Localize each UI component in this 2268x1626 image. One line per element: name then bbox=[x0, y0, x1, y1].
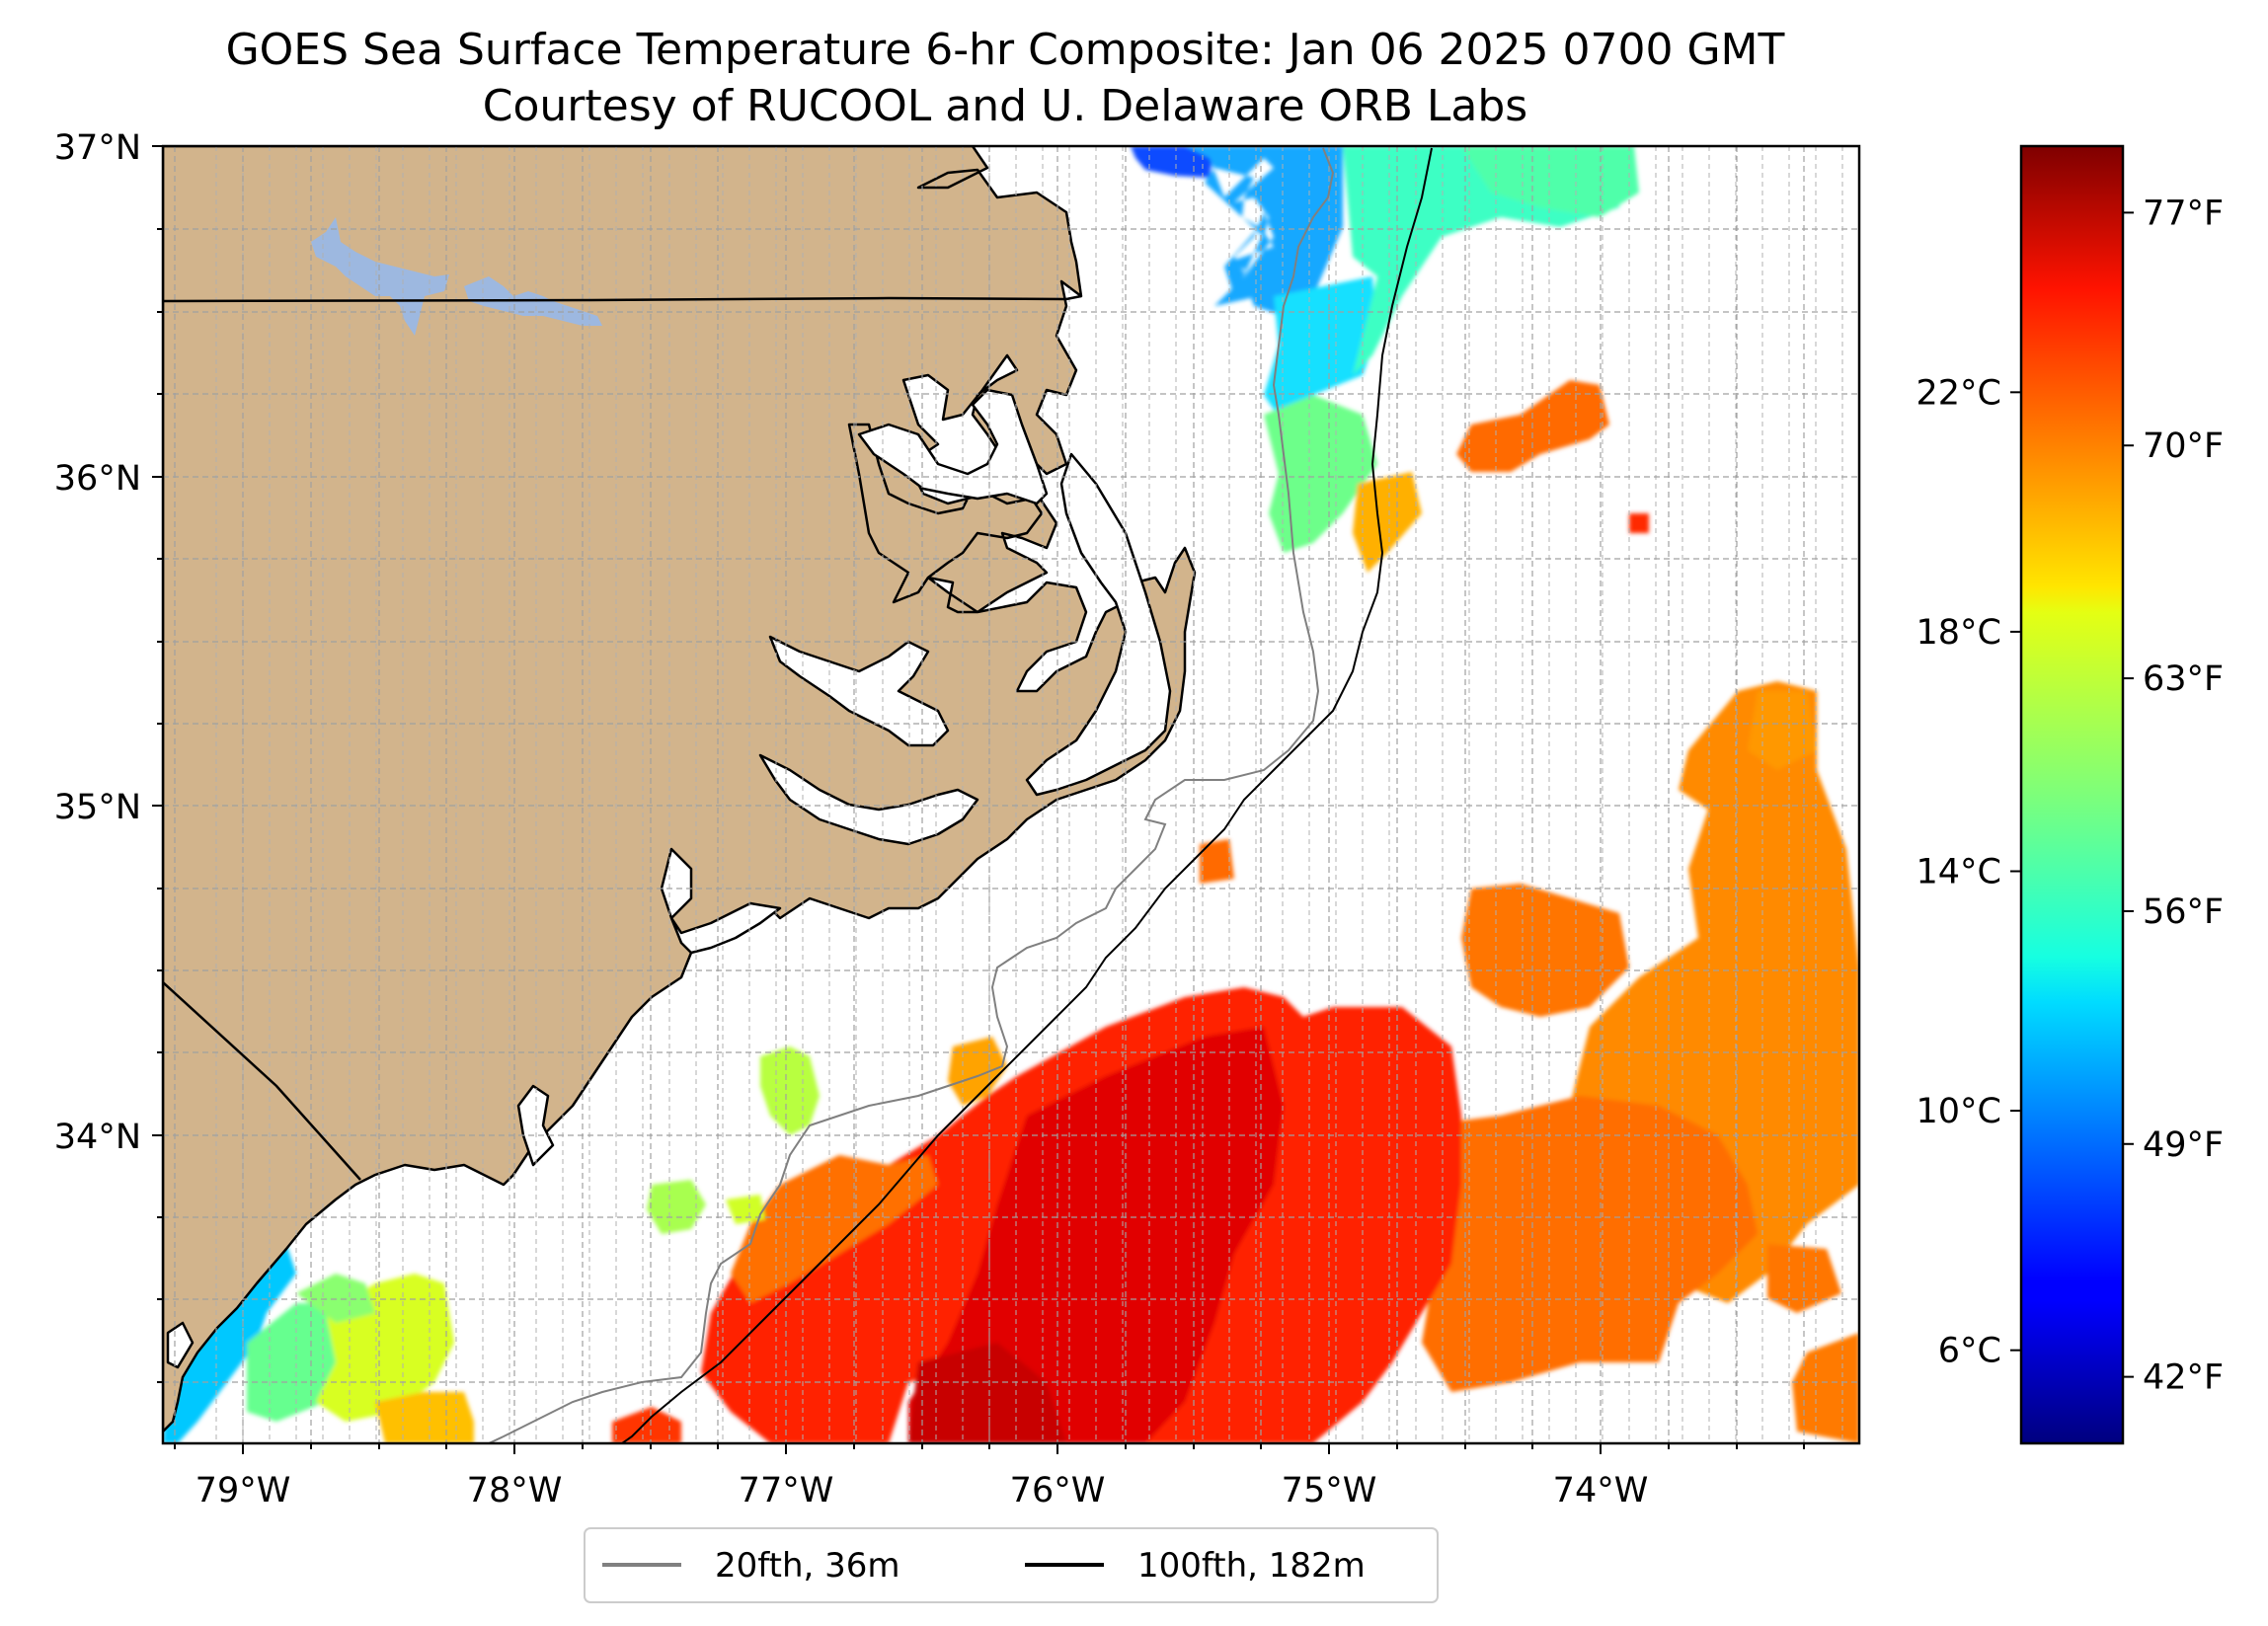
colorbar-c-label-18: 18°C bbox=[1916, 613, 2001, 653]
state-borders bbox=[163, 294, 1082, 1181]
sst-patch-green bbox=[1264, 395, 1377, 553]
map-panel bbox=[161, 144, 1861, 1445]
legend-label-36m: 20fth, 36m bbox=[715, 1546, 900, 1586]
sst-patch-warm-far-east bbox=[1748, 691, 1817, 770]
colorbar-f-label-49: 49°F bbox=[2143, 1125, 2224, 1165]
sst-patch-orange-ring bbox=[1461, 884, 1629, 1017]
colorbar-c-label-10: 10°C bbox=[1916, 1092, 2001, 1131]
neuse-river bbox=[758, 753, 979, 846]
chart-title-line1: GOES Sea Surface Temperature 6-hr Compos… bbox=[226, 25, 1785, 75]
map-frame bbox=[161, 144, 1861, 1445]
colorbar-f-label-42: 42°F bbox=[2143, 1358, 2224, 1398]
lat-axis bbox=[152, 145, 163, 1383]
sst-patch-seafoam bbox=[1461, 146, 1639, 217]
sst-patch-orange-central bbox=[1422, 1096, 1758, 1392]
lon-tick-78: 78°W bbox=[467, 1471, 563, 1510]
colorbar-c-label-22: 22°C bbox=[1916, 373, 2001, 413]
lon-axis bbox=[174, 1443, 1805, 1454]
sst-patch-cyan-north bbox=[1185, 146, 1343, 316]
sst-patch-orange-se-2 bbox=[1767, 1244, 1841, 1313]
sst-patch-cyan-mid bbox=[1264, 276, 1377, 425]
lat-tick-37: 37°N bbox=[54, 128, 141, 168]
lat-tick-35: 35°N bbox=[54, 788, 141, 827]
legend-label-182m: 100fth, 182m bbox=[1137, 1546, 1366, 1586]
va-nc-border bbox=[163, 294, 1082, 303]
lon-tick-77: 77°W bbox=[739, 1471, 834, 1510]
sst-patch-darkred-south bbox=[908, 1343, 1066, 1443]
colorbar: 77°F 70°F 63°F 56°F 49°F 42°F 22°C 18°C 14°C 10°C… bbox=[1916, 144, 2224, 1445]
colorbar-f-label-63: 63°F bbox=[2143, 659, 2224, 699]
isobath-36m bbox=[488, 147, 1335, 1443]
lon-tick-79: 79°W bbox=[196, 1471, 291, 1510]
colorbar-c-label-14: 14°C bbox=[1916, 852, 2001, 891]
far-south-inlet bbox=[166, 1321, 195, 1369]
albemarle-sound bbox=[857, 388, 1049, 505]
sst-patch-yellowgreen-2 bbox=[647, 1180, 706, 1234]
sst-patch-orange-small-2 bbox=[1200, 839, 1234, 884]
sst-patch-orange-south bbox=[375, 1392, 474, 1443]
sst-patch-greenyellow-south bbox=[296, 1274, 375, 1323]
sst-patch-yellow-small bbox=[1353, 472, 1422, 573]
lat-tick-34: 34°N bbox=[54, 1118, 141, 1157]
pamlico-river bbox=[768, 635, 950, 747]
pamlico-sound bbox=[1025, 452, 1172, 797]
sounds bbox=[166, 388, 1172, 1369]
lon-tick-75: 75°W bbox=[1282, 1471, 1377, 1510]
chart-title-line2: Courtesy of RUCOOL and U. Delaware ORB L… bbox=[483, 81, 1527, 131]
gridlines bbox=[215, 146, 1843, 1443]
land-mass bbox=[163, 146, 1197, 1433]
lon-tick-76: 76°W bbox=[1010, 1471, 1106, 1510]
sst-layer bbox=[163, 146, 1859, 1443]
colorbar-f-label-77: 77°F bbox=[2143, 194, 2224, 233]
sst-patch-orange-west bbox=[731, 1155, 938, 1303]
isobath-182m bbox=[621, 147, 1433, 1443]
legend-box bbox=[584, 1527, 1439, 1603]
colorbar-c-label-6: 6°C bbox=[1938, 1332, 2001, 1371]
sst-patch-orange-se bbox=[1792, 1333, 1859, 1443]
isobath-legend: 20fth, 36m 100fth, 182m bbox=[584, 1527, 1439, 1603]
lower-river bbox=[660, 847, 782, 955]
sst-patch-cyan-south bbox=[163, 1244, 296, 1443]
lat-tick-36: 36°N bbox=[54, 459, 141, 499]
sst-patch-red-dot bbox=[1629, 513, 1649, 533]
sst-patch-yellowgreen-1 bbox=[760, 1046, 820, 1135]
sst-patch-red-southwest bbox=[612, 1407, 681, 1443]
lake-gaston bbox=[311, 217, 449, 336]
lon-tick-74: 74°W bbox=[1553, 1471, 1649, 1510]
colorbar-f-label-56: 56°F bbox=[2143, 892, 2224, 932]
colorbar-gradient bbox=[2019, 144, 2125, 1445]
nc-sc-border bbox=[163, 981, 361, 1181]
colorbar-f-label-70: 70°F bbox=[2143, 426, 2224, 466]
